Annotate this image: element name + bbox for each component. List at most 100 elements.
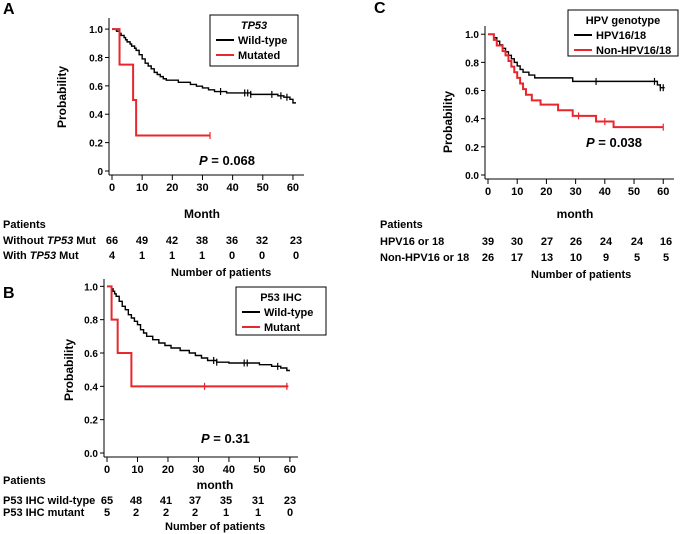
- risk-count: 0: [287, 507, 293, 519]
- x-tick-label: 10: [136, 182, 148, 194]
- y-tick-label: 1.0: [89, 25, 103, 36]
- x-tick-label: 40: [227, 182, 239, 194]
- risk-count: 1: [223, 507, 229, 519]
- risk-row-label: P53 IHC mutant: [3, 507, 85, 519]
- risk-count: 35: [220, 495, 232, 507]
- y-tick-label: 0.6: [84, 349, 98, 360]
- km-curve-wild-type: [107, 285, 290, 372]
- x-tick-label: 50: [253, 464, 265, 476]
- risk-table-footer: Number of patients: [531, 269, 631, 281]
- risk-count: 17: [511, 252, 523, 264]
- x-tick-label: 20: [540, 186, 552, 198]
- y-tick-label: 0.2: [84, 416, 98, 427]
- km-panel-a: A0 10 20 30 40 50 6000.20.40.60.81.0Probabilit…: [3, 1, 304, 279]
- x-axis-label: month: [557, 207, 594, 221]
- y-tick-label: 0.0: [465, 171, 479, 182]
- x-tick-label: 60: [657, 186, 669, 198]
- risk-count: 5: [634, 252, 640, 264]
- risk-count: 26: [482, 252, 494, 264]
- x-tick-label: 30: [196, 182, 208, 194]
- risk-count: 32: [256, 235, 268, 247]
- risk-table-footer: Number of patients: [171, 267, 271, 279]
- risk-count: 0: [293, 250, 299, 262]
- legend-label: Wild-type: [264, 307, 313, 319]
- y-tick-label: 0.4: [84, 382, 98, 393]
- y-tick-label: 0.8: [465, 58, 479, 69]
- y-tick-label: 0.4: [89, 110, 103, 121]
- x-tick-label: 10: [511, 186, 523, 198]
- x-tick-label: 60: [284, 464, 296, 476]
- km-curve-mutant: [107, 285, 289, 388]
- x-tick-label: 0: [104, 464, 110, 476]
- legend-label: Non-HPV16/18: [596, 45, 671, 57]
- panel-letter: B: [3, 285, 15, 302]
- risk-count: 39: [482, 236, 494, 248]
- km-curve-non-hpv16-18: [488, 33, 664, 129]
- risk-count: 13: [541, 252, 553, 264]
- risk-table-header: Patients: [3, 219, 46, 231]
- x-tick-label: 40: [223, 464, 235, 476]
- km-curve-hpv16-18: [488, 33, 665, 89]
- km-curve-wild-type: [112, 28, 296, 104]
- risk-count: 23: [284, 495, 296, 507]
- risk-count: 41: [160, 495, 172, 507]
- risk-count: 66: [106, 235, 118, 247]
- x-tick-label: 50: [257, 182, 269, 194]
- km-curve-mutated: [112, 28, 211, 137]
- km-panel-c: C 0 10 20 30 40 50 60 0.0 0.2 0.4 0.6 0.8 1.0 Probabil…: [374, 0, 679, 281]
- y-tick-label: 1.0: [465, 30, 479, 41]
- risk-count: 10: [570, 252, 582, 264]
- panel-letter: A: [3, 1, 15, 18]
- x-tick-label: 40: [599, 186, 611, 198]
- legend-box: [567, 9, 679, 57]
- risk-row-label: P53 IHC wild-type: [3, 495, 95, 507]
- risk-count: 27: [541, 236, 553, 248]
- y-tick-label: 0.2: [89, 139, 103, 150]
- x-tick-label: 20: [166, 182, 178, 194]
- x-axis-label: Month: [184, 207, 220, 221]
- risk-row-label: HPV16 or 18: [380, 236, 444, 248]
- x-tick-label: 0: [485, 186, 491, 198]
- risk-count: 5: [104, 507, 110, 519]
- risk-count: 2: [163, 507, 169, 519]
- y-tick-label: 0.0: [84, 449, 98, 460]
- legend-label: Wild-type: [238, 35, 287, 47]
- risk-count: 16: [660, 236, 672, 248]
- risk-count: 0: [229, 250, 235, 262]
- risk-count: 65: [101, 495, 113, 507]
- p-value: P = 0.038: [586, 135, 642, 150]
- risk-count: 48: [130, 495, 142, 507]
- risk-count: 5: [663, 252, 669, 264]
- risk-count: 37: [189, 495, 201, 507]
- risk-count: 9: [603, 252, 609, 264]
- risk-table-header: Patients: [3, 475, 46, 487]
- y-tick-label: 0.8: [89, 53, 103, 64]
- y-tick-label: 0.6: [465, 87, 479, 98]
- y-tick-label: 1.0: [84, 282, 98, 293]
- risk-count: 30: [511, 236, 523, 248]
- x-tick-label: 50: [628, 186, 640, 198]
- risk-table-footer: Number of patients: [165, 521, 265, 533]
- risk-count: 24: [600, 236, 613, 248]
- legend-title: HPV genotype: [586, 15, 661, 27]
- p-value: P = 0.31: [201, 431, 250, 446]
- x-tick-label: 10: [131, 464, 143, 476]
- risk-row-label: Non-HPV16 or 18: [380, 252, 469, 264]
- y-tick-label: 0.2: [465, 143, 479, 154]
- risk-count: 23: [290, 235, 302, 247]
- risk-count: 24: [631, 236, 644, 248]
- risk-count: 0: [259, 250, 265, 262]
- panel-letter: C: [374, 0, 386, 17]
- risk-count: 1: [199, 250, 205, 262]
- risk-count: 36: [226, 235, 238, 247]
- risk-count: 1: [169, 250, 175, 262]
- legend-label: Mutated: [238, 50, 280, 62]
- risk-count: 2: [192, 507, 198, 519]
- legend-title: P53 IHC: [260, 292, 302, 304]
- p-value: P = 0.068: [199, 153, 255, 168]
- x-tick-label: 30: [192, 464, 204, 476]
- legend-label: Mutant: [264, 322, 300, 334]
- risk-count: 26: [570, 236, 582, 248]
- risk-row-label: With TP53 Mut: [3, 250, 79, 262]
- risk-table-header: Patients: [380, 219, 423, 231]
